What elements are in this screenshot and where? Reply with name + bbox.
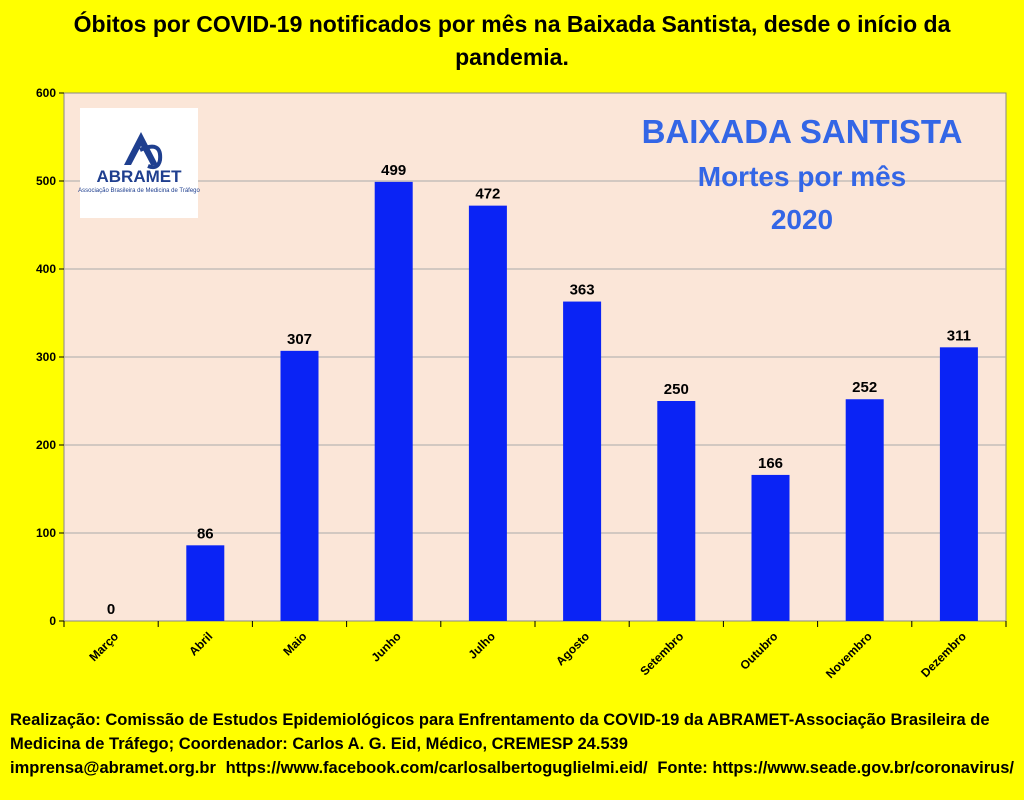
x-tick-label: Setembro — [637, 629, 686, 678]
data-label: 307 — [287, 331, 312, 348]
bar — [845, 399, 884, 621]
y-axis: 0 100 200 300 400 500 600 — [36, 86, 64, 628]
x-tick-label: Maio — [280, 629, 309, 658]
data-labels: 0 86 307 499 472 363 250 166 252 311 — [107, 162, 971, 618]
annotation-subtitle: Mortes por mês — [698, 161, 907, 192]
bar — [563, 301, 602, 621]
bars — [186, 181, 978, 621]
data-label: 86 — [197, 525, 214, 542]
x-tick-label: Outubro — [737, 629, 780, 672]
bar-chart: 0 100 200 300 400 500 600 0 86 307 499 472 363 250 16… — [36, 86, 1007, 681]
y-tick-label: 0 — [49, 614, 56, 628]
footer-email[interactable]: imprensa@abramet.org.br — [10, 759, 216, 777]
logo-subtitle: Associação Brasileira de Medicina de Trá… — [78, 188, 200, 194]
data-label: 363 — [570, 282, 595, 299]
bar — [751, 474, 790, 621]
bar — [939, 347, 978, 621]
footer-source[interactable]: Fonte: https://www.seade.gov.br/coronavi… — [657, 759, 1014, 777]
data-label: 166 — [758, 455, 783, 472]
bar — [186, 545, 225, 621]
x-tick-label: Julho — [465, 629, 498, 662]
x-tick-label: Abril — [186, 629, 215, 658]
y-tick-label: 600 — [36, 86, 56, 100]
annotation-year: 2020 — [771, 204, 833, 235]
x-tick-label: Junho — [368, 629, 403, 664]
footer-facebook[interactable]: https://www.facebook.com/carlosalbertogu… — [225, 759, 648, 777]
bar — [657, 401, 696, 621]
data-label: 252 — [852, 379, 877, 396]
y-tick-label: 500 — [36, 174, 56, 188]
footer-links: imprensa@abramet.org.br https://www.face… — [10, 756, 1014, 780]
y-tick-label: 100 — [36, 526, 56, 540]
x-tick-label: Março — [86, 629, 121, 664]
chart-title: Óbitos por COVID-19 notificados por mês … — [73, 11, 951, 70]
bar — [280, 350, 319, 621]
y-tick-label: 400 — [36, 262, 56, 276]
abramet-logo: ABRAMET Associação Brasileira de Medicin… — [78, 108, 201, 218]
bar — [468, 205, 507, 621]
data-label: 250 — [664, 381, 689, 398]
x-tick-label: Novembro — [823, 629, 875, 681]
data-label: 0 — [107, 601, 115, 618]
x-tick-label: Agosto — [553, 629, 592, 668]
data-label: 311 — [947, 327, 971, 344]
annotation-region: BAIXADA SANTISTA — [642, 113, 963, 150]
logo-name: ABRAMET — [97, 167, 183, 186]
bar — [374, 181, 413, 621]
footer-credits: Realização: Comissão de Estudos Epidemio… — [10, 711, 990, 753]
data-label: 472 — [475, 186, 500, 203]
footer: Realização: Comissão de Estudos Epidemio… — [10, 708, 1014, 780]
x-tick-label: Dezembro — [918, 629, 969, 680]
x-axis: Março Abril Maio Junho Julho Agosto Setembro Ou… — [63, 621, 1007, 681]
y-tick-label: 300 — [36, 350, 56, 364]
data-label: 499 — [381, 162, 406, 179]
y-tick-label: 200 — [36, 438, 56, 452]
